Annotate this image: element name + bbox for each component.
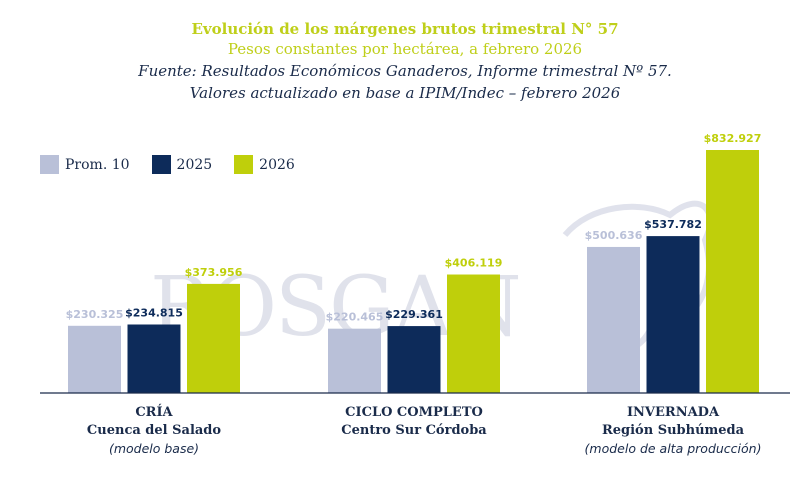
bar-prom10-cat1 bbox=[328, 328, 381, 393]
bar-prom10-cat2 bbox=[587, 246, 640, 393]
category-0-line2: Cuenca del Salado bbox=[86, 423, 222, 438]
data-label-2026-cat0: $373.956 bbox=[185, 266, 243, 279]
legend-swatch-2025 bbox=[151, 155, 171, 174]
category-0-line3: (modelo base) bbox=[108, 441, 200, 456]
legend-swatch-prom10 bbox=[40, 155, 59, 174]
data-label-prom10-cat2: $500.636 bbox=[585, 229, 643, 242]
data-label-2026-cat1: $406.119 bbox=[445, 257, 503, 270]
bar-2026-cat2 bbox=[706, 150, 759, 393]
legend-item-2025: 2025 bbox=[151, 155, 213, 174]
update-note: Valores actualizado en base a IPIM/Indec… bbox=[189, 84, 621, 102]
legend-swatch-2026 bbox=[234, 155, 254, 174]
category-0-line1: CRÍA bbox=[135, 405, 173, 420]
data-label-prom10-cat1: $220.465 bbox=[326, 311, 384, 324]
legend-label-2026: 2026 bbox=[259, 156, 295, 173]
legend-item-prom10: Prom. 10 bbox=[40, 155, 130, 174]
bar-2025-cat0 bbox=[127, 324, 181, 393]
category-2-line3: (modelo de alta producción) bbox=[584, 441, 762, 456]
chart-title: Evolución de los márgenes brutos trimest… bbox=[191, 20, 619, 38]
legend-item-2026: 2026 bbox=[234, 155, 295, 174]
data-label-2025-cat0: $234.815 bbox=[125, 306, 183, 319]
source-note: Fuente: Resultados Económicos Ganaderos,… bbox=[138, 62, 672, 80]
bar-2025-cat2 bbox=[646, 236, 700, 393]
data-label-2025-cat1: $229.361 bbox=[385, 308, 443, 321]
category-label-2: INVERNADA Región Subhúmeda (modelo de al… bbox=[543, 404, 803, 458]
data-label-2025-cat2: $537.782 bbox=[644, 218, 702, 231]
category-1-line1: CICLO COMPLETO bbox=[345, 405, 483, 420]
legend: Prom. 10 2025 2026 bbox=[40, 155, 317, 174]
bar-prom10-cat0 bbox=[68, 325, 121, 393]
category-2-line2: Región Subhúmeda bbox=[601, 423, 745, 438]
chart-subtitle: Pesos constantes por hectárea, a febrero… bbox=[227, 40, 583, 58]
data-label-2026-cat2: $832.927 bbox=[704, 132, 762, 145]
category-2-line1: INVERNADA bbox=[626, 405, 720, 420]
data-label-prom10-cat0: $230.325 bbox=[66, 308, 124, 321]
category-label-1: CICLO COMPLETO Centro Sur Córdoba bbox=[284, 404, 544, 440]
bar-2025-cat1 bbox=[387, 326, 441, 393]
bar-2026-cat1 bbox=[447, 274, 500, 393]
legend-label-2025: 2025 bbox=[176, 156, 213, 173]
category-label-0: CRÍA Cuenca del Salado (modelo base) bbox=[24, 404, 284, 458]
bar-2026-cat0 bbox=[187, 283, 240, 393]
category-1-line2: Centro Sur Córdoba bbox=[341, 423, 487, 438]
legend-label-prom10: Prom. 10 bbox=[65, 156, 130, 173]
